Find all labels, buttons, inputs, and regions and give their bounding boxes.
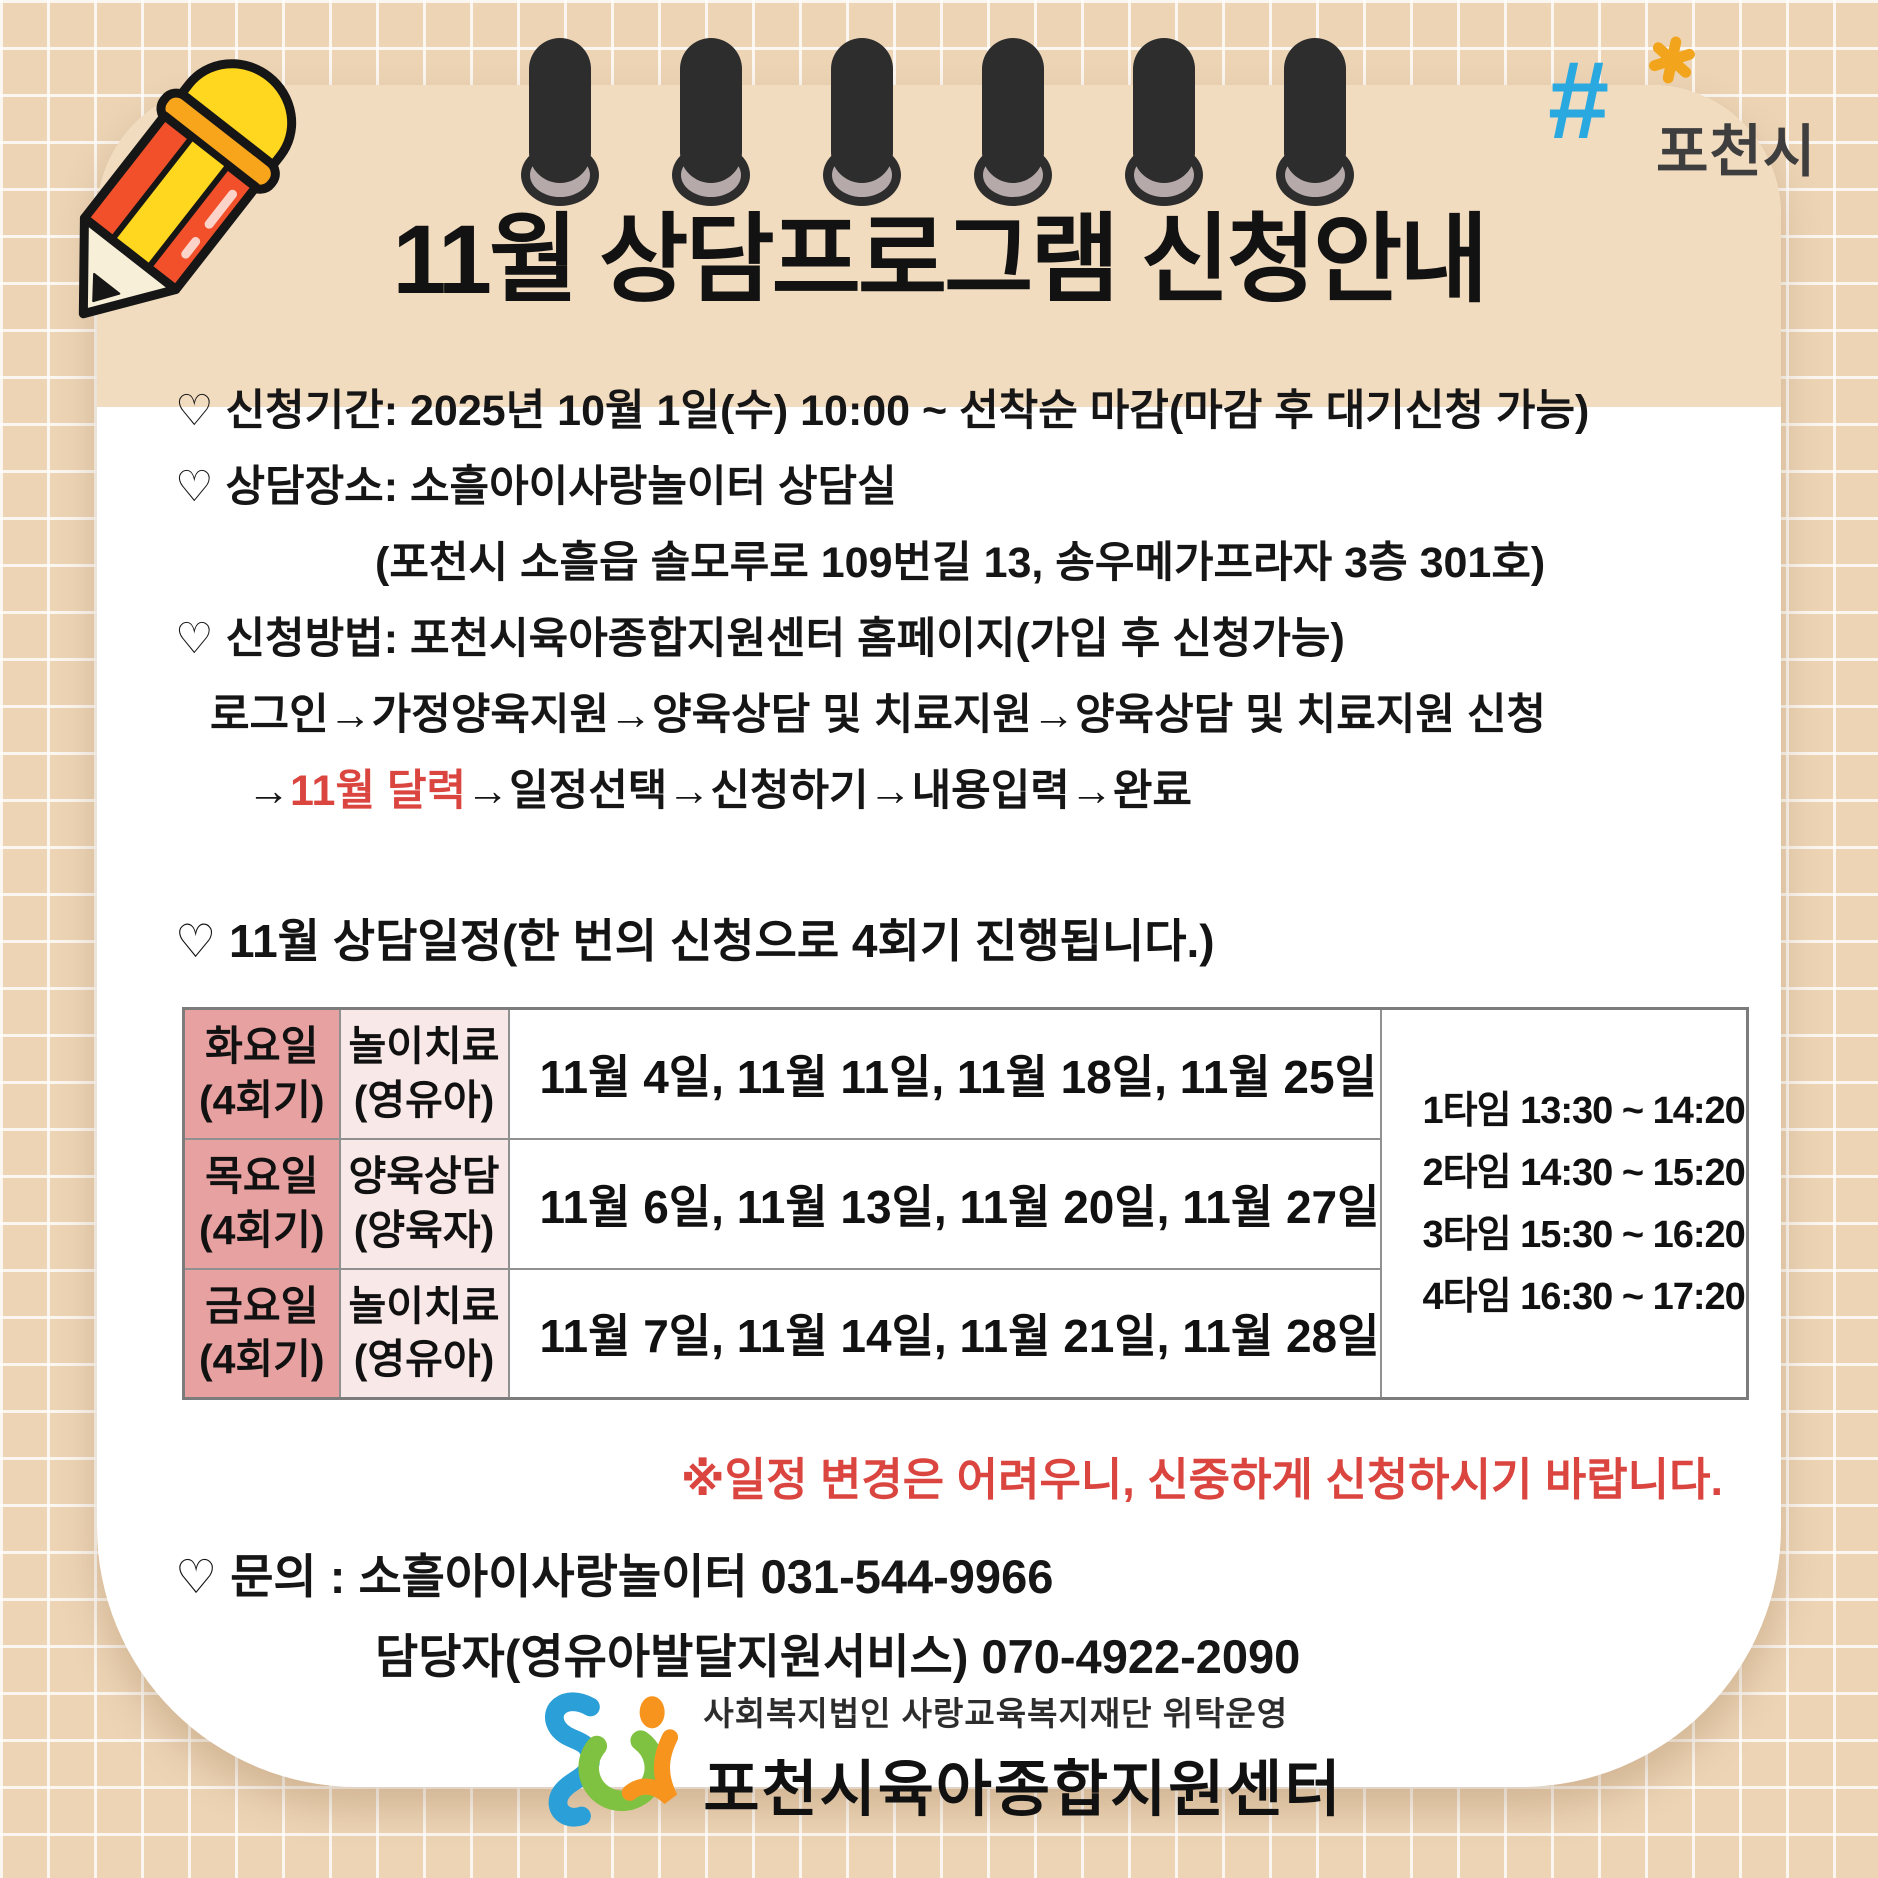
contact-line1: ♡ 문의 : 소흘아이사랑놀이터 031-544-9966 — [175, 1550, 1054, 1603]
application-period-line: ♡ 신청기간: 2025년 10월 1일(수) 10:00 ~ 선착순 마감(마… — [175, 387, 1590, 435]
type-cell: 양육상담 (양육자) — [338, 1137, 510, 1270]
type-target: (양육자) — [353, 1206, 495, 1253]
dates-cell: 11월 6일, 11월 13일, 11월 20일, 11월 27일 — [507, 1137, 1383, 1270]
contact-section: ♡ 문의 : 소흘아이사랑놀이터 031-544-9966 담당자(영유아발달지… — [175, 1537, 1300, 1697]
org-name-label: 포천시육아종합지원센터 — [703, 1754, 1343, 1823]
day-label: 화요일 — [205, 1023, 319, 1070]
day-label: 목요일 — [205, 1153, 319, 1200]
city-name-label: 포천시 — [1656, 120, 1817, 184]
method-step2-line: →11월 달력→일정선택→신청하기→내용입력→완료 — [175, 753, 1735, 829]
time-slot: 4타임 16:30 ~ 17:20 — [1422, 1275, 1745, 1318]
binder-ring-icon — [823, 38, 901, 210]
pocheon-city-logo: # 포천시 — [1548, 36, 1848, 196]
type-cell: 놀이치료 (영유아) — [338, 1007, 510, 1140]
day-cell: 금요일 (4회기) — [182, 1267, 341, 1400]
dates-cell: 11월 4일, 11월 11일, 11월 18일, 11월 25일 — [507, 1007, 1383, 1140]
step2-arrow: → — [247, 767, 290, 815]
type-label: 놀이치료 — [348, 1282, 500, 1329]
step2-highlight: 11월 달력 — [290, 767, 467, 815]
dates-cell: 11월 7일, 11월 14일, 11월 21일, 11월 28일 — [507, 1267, 1383, 1400]
footer-org: 사회복지법인 사랑교육복지재단 위탁운영 포천시육아종합지원센터 — [97, 1683, 1781, 1831]
binder-ring-icon — [1276, 38, 1354, 210]
type-label: 놀이치료 — [348, 1023, 500, 1070]
day-sessions: (4회기) — [198, 1076, 325, 1123]
type-label: 양육상담 — [348, 1153, 500, 1200]
contact-line2: 담당자(영유아발달지원서비스) 070-4922-2090 — [375, 1630, 1301, 1683]
page-title: 11월 상담프로그램 신청안내 — [392, 205, 1488, 314]
time-slot: 1타임 13:30 ~ 14:20 — [1422, 1089, 1745, 1132]
method-step1-line: 로그인→가정양육지원→양육상담 및 치료지원→양육상담 및 치료지원 신청 — [210, 691, 1546, 739]
table-row: 목요일 (4회기) 양육상담 (양육자) 11월 6일, 11월 13일, 11… — [182, 1137, 1748, 1270]
day-sessions: (4회기) — [198, 1336, 325, 1383]
time-slot: 3타임 15:30 ~ 16:20 — [1422, 1213, 1745, 1256]
step2-rest: →일정선택→신청하기→내용입력→완료 — [466, 767, 1192, 815]
notebook-card: 11월 상담프로그램 신청안내 ♡ 신청기간: 2025년 10월 1일(수) … — [97, 85, 1781, 1827]
hash-icon: # — [1548, 39, 1610, 162]
pencil-icon — [78, 59, 297, 319]
day-cell: 목요일 (4회기) — [182, 1137, 341, 1270]
table-row: 화요일 (4회기) 놀이치료 (영유아) 11월 4일, 11월 11일, 11… — [182, 1007, 1749, 1400]
location-line: ♡ 상담장소: 소흘아이사랑놀이터 상담실 — [175, 463, 897, 511]
times-cell: 1타임 13:30 ~ 14:20 2타임 14:30 ~ 15:20 3타임 … — [1380, 1007, 1749, 1400]
time-slot: 2타임 14:30 ~ 15:20 — [1422, 1151, 1745, 1194]
table-row: 금요일 (4회기) 놀이치료 (영유아) 11월 7일, 11월 14일, 11… — [182, 1267, 1748, 1400]
binder-ring-icon — [672, 38, 750, 210]
day-sessions: (4회기) — [198, 1206, 325, 1253]
asterisk-icon — [1649, 36, 1695, 84]
footer-text: 사회복지법인 사랑교육복지재단 위탁운영 포천시육아종합지원센터 — [703, 1687, 1342, 1828]
location-detail-line: (포천시 소흘읍 솔모루로 109번길 13, 송우메가프라자 3층 301호) — [375, 539, 1546, 587]
schedule-table: 화요일 (4회기) 놀이치료 (영유아) 11월 4일, 11월 11일, 11… — [182, 1007, 1749, 1400]
binder-ring-icon — [974, 38, 1052, 210]
schedule-heading: ♡ 11월 상담일정(한 번의 신청으로 4회기 진행됩니다.) — [175, 915, 1215, 967]
org-parent-label: 사회복지법인 사랑교육복지재단 위탁운영 — [703, 1694, 1289, 1732]
day-label: 금요일 — [205, 1282, 319, 1329]
binder-rings — [521, 38, 1354, 210]
type-target: (영유아) — [353, 1076, 495, 1123]
binder-ring-icon — [521, 38, 599, 210]
binder-ring-icon — [1125, 38, 1203, 210]
org-logo-icon — [545, 1692, 679, 1827]
type-cell: 놀이치료 (영유아) — [338, 1267, 510, 1400]
type-target: (영유아) — [353, 1336, 495, 1383]
card-header-band — [97, 85, 1781, 407]
method-line: ♡ 신청방법: 포천시육아종합지원센터 홈페이지(가입 후 신청가능) — [175, 615, 1345, 663]
caution-note: ※일정 변경은 어려우니, 신중하게 신청하시기 바랍니다. — [680, 1454, 1723, 1505]
info-section: ♡ 신청기간: 2025년 10월 1일(수) 10:00 ~ 선착순 마감(마… — [175, 373, 1735, 829]
day-cell: 화요일 (4회기) — [182, 1007, 341, 1140]
